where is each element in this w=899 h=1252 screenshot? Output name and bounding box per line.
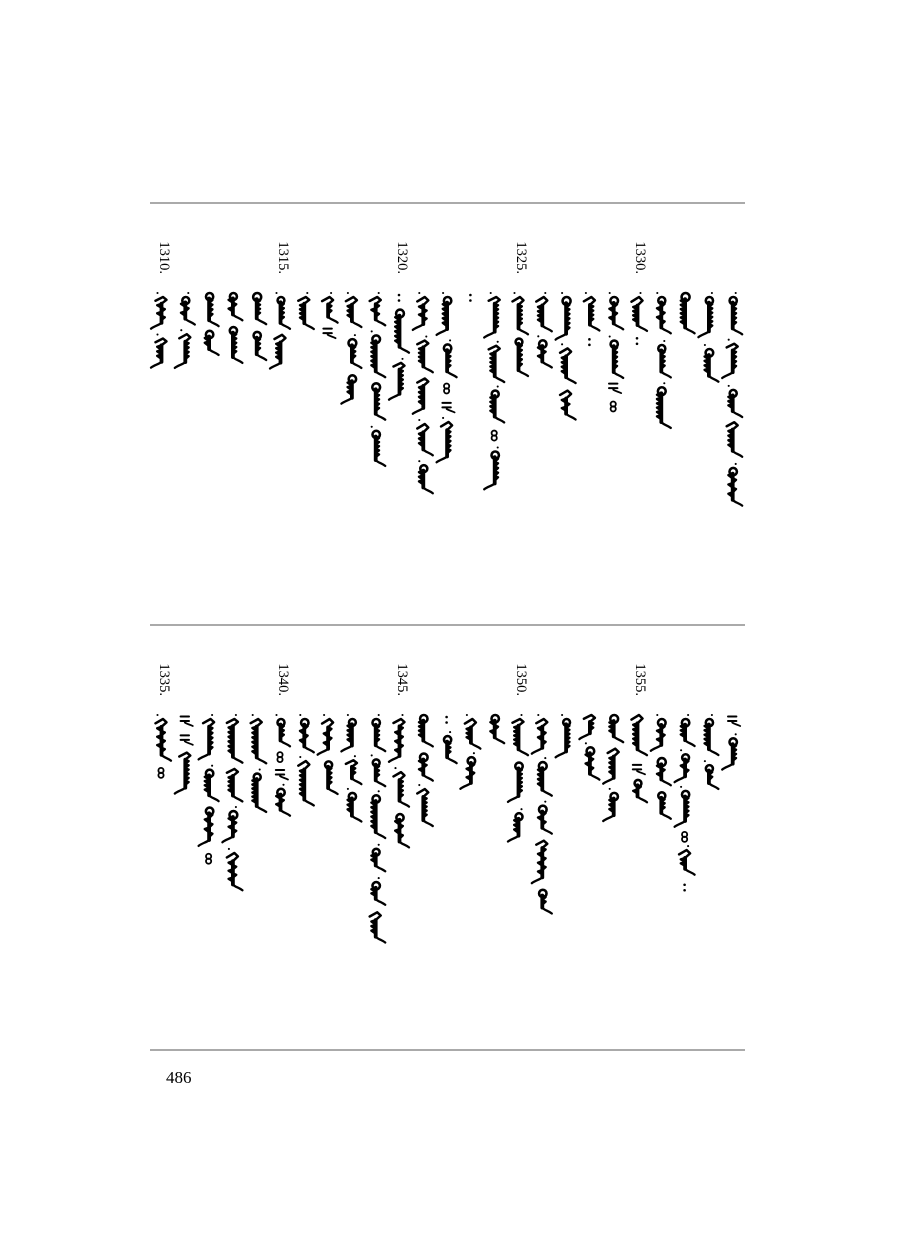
svg-text:1345.: 1345. [394,663,410,696]
svg-text:1320.: 1320. [394,241,410,274]
svg-text:1310.: 1310. [156,241,172,274]
svg-text:1325.: 1325. [513,241,529,274]
svg-text:1355.: 1355. [632,663,648,696]
svg-text:1335.: 1335. [156,663,172,696]
svg-text:1330.: 1330. [632,241,648,274]
svg-text:1350.: 1350. [513,663,529,696]
svg-text:486: 486 [166,1068,192,1087]
svg-text:1315.: 1315. [275,241,291,274]
svg-text:1340.: 1340. [275,663,291,696]
